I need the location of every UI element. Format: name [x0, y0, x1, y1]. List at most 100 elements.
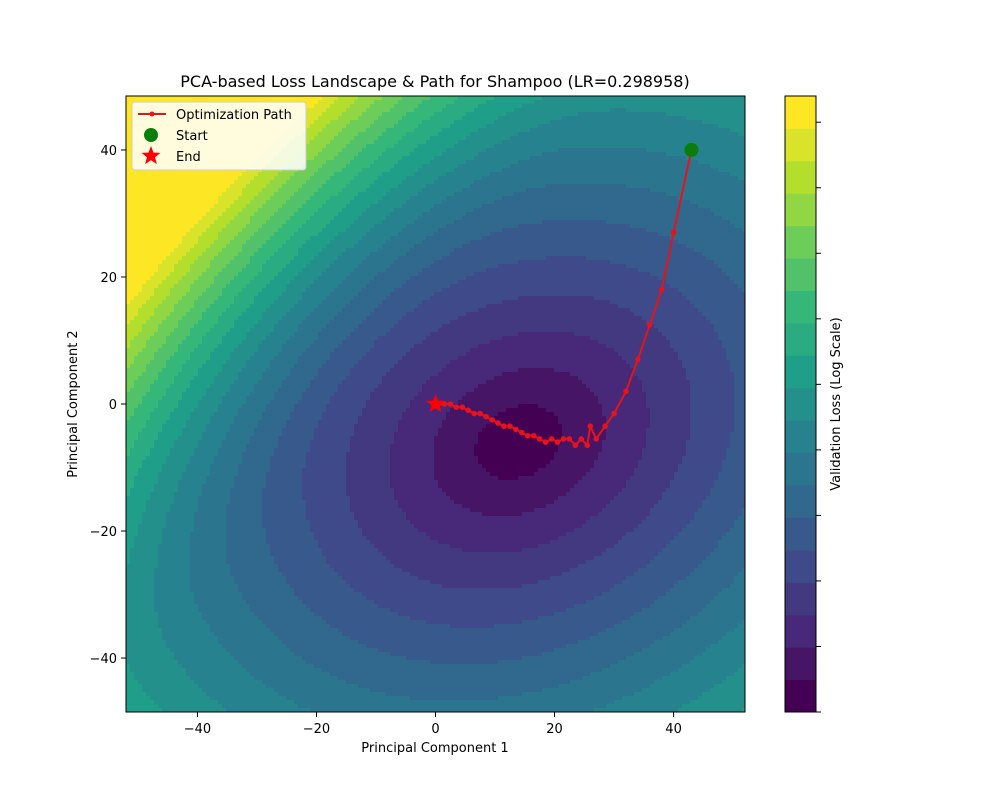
contour-cell — [610, 300, 691, 305]
contour-cell — [678, 468, 723, 473]
contour-cell — [190, 456, 215, 461]
contour-cell — [710, 164, 745, 169]
contour-cell — [178, 244, 195, 249]
contour-cell — [262, 496, 303, 501]
contour-cell — [690, 396, 735, 401]
contour-cell — [146, 504, 171, 509]
contour-cell — [302, 268, 327, 273]
contour-cell — [274, 560, 327, 565]
path-point — [465, 407, 472, 414]
contour-cell — [390, 212, 423, 217]
contour-cell — [246, 284, 267, 289]
contour-cell — [590, 468, 635, 473]
contour-cell — [258, 420, 287, 425]
contour-cell — [402, 96, 431, 101]
contour-cell — [142, 348, 159, 353]
path-point — [489, 417, 495, 423]
contour-cell — [286, 284, 311, 289]
contour-cell — [238, 468, 271, 473]
contour-cell — [130, 548, 159, 553]
contour-cell — [430, 264, 499, 269]
contour-cell — [670, 236, 745, 241]
contour-cell — [374, 140, 399, 145]
contour-cell — [302, 352, 331, 357]
contour-cell — [430, 296, 519, 301]
contour-cell — [666, 192, 745, 197]
contour-cell — [318, 100, 335, 105]
path-point — [593, 436, 600, 442]
contour-cell — [238, 176, 255, 181]
contour-cell — [658, 596, 715, 601]
contour-cell — [286, 644, 367, 649]
contour-cell — [402, 116, 431, 121]
contour-cell — [346, 488, 395, 493]
contour-cell — [126, 324, 143, 329]
contour-cell — [434, 440, 479, 445]
contour-cell — [174, 440, 199, 445]
contour-cell — [274, 192, 295, 197]
contour-cell — [158, 284, 175, 289]
contour-cell — [650, 684, 715, 689]
contour-cell — [206, 428, 231, 433]
contour-cell — [266, 336, 291, 341]
contour-cell — [714, 484, 745, 489]
contour-cell — [734, 408, 745, 413]
contour-cell — [382, 112, 407, 117]
contour-cell — [274, 396, 303, 401]
contour-cell — [242, 228, 259, 233]
contour-cell — [146, 424, 163, 429]
contour-cell — [126, 372, 143, 377]
contour-cell — [646, 440, 687, 445]
contour-cell — [270, 464, 307, 469]
contour-cell — [442, 152, 479, 157]
contour-cell — [302, 112, 323, 117]
contour-cell — [174, 376, 195, 381]
contour-cell — [498, 696, 623, 701]
contour-cell — [738, 284, 745, 289]
contour-cell — [218, 404, 243, 409]
contour-cell — [678, 668, 739, 673]
contour-cell — [198, 440, 223, 445]
contour-cell — [442, 420, 491, 425]
contour-cell — [210, 696, 287, 701]
contour-cell — [278, 248, 299, 253]
contour-cell — [730, 444, 745, 449]
contour-cell — [126, 320, 131, 325]
contour-cell — [366, 284, 403, 289]
contour-cell — [362, 532, 427, 537]
contour-cell — [150, 496, 175, 501]
contour-cell — [318, 424, 355, 429]
contour-cell — [518, 404, 539, 409]
colorbar-band — [785, 193, 816, 227]
contour-cell — [410, 696, 499, 701]
contour-cell — [214, 460, 243, 465]
contour-cell — [162, 344, 179, 349]
contour-cell — [366, 596, 595, 601]
contour-cell — [542, 96, 745, 101]
contour-cell — [182, 392, 207, 397]
contour-cell — [126, 704, 159, 709]
contour-cell — [390, 468, 435, 473]
contour-cell — [242, 592, 295, 597]
contour-cell — [558, 148, 647, 153]
contour-cell — [314, 212, 339, 217]
contour-cell — [286, 220, 307, 225]
contour-cell — [214, 324, 235, 329]
contour-cell — [254, 252, 275, 257]
contour-cell — [302, 224, 327, 229]
contour-cell — [662, 636, 723, 641]
contour-cell — [602, 408, 651, 413]
contour-cell — [158, 432, 183, 437]
contour-cell — [578, 112, 667, 117]
contour-cell — [126, 600, 155, 605]
contour-cell — [126, 564, 159, 569]
contour-cell — [370, 124, 395, 129]
contour-cell — [466, 276, 659, 281]
contour-cell — [602, 552, 659, 557]
contour-cell — [190, 228, 207, 233]
contour-cell — [626, 108, 745, 113]
contour-cell — [194, 224, 211, 229]
contour-cell — [298, 324, 327, 329]
contour-cell — [166, 336, 187, 341]
contour-cell — [566, 644, 651, 649]
